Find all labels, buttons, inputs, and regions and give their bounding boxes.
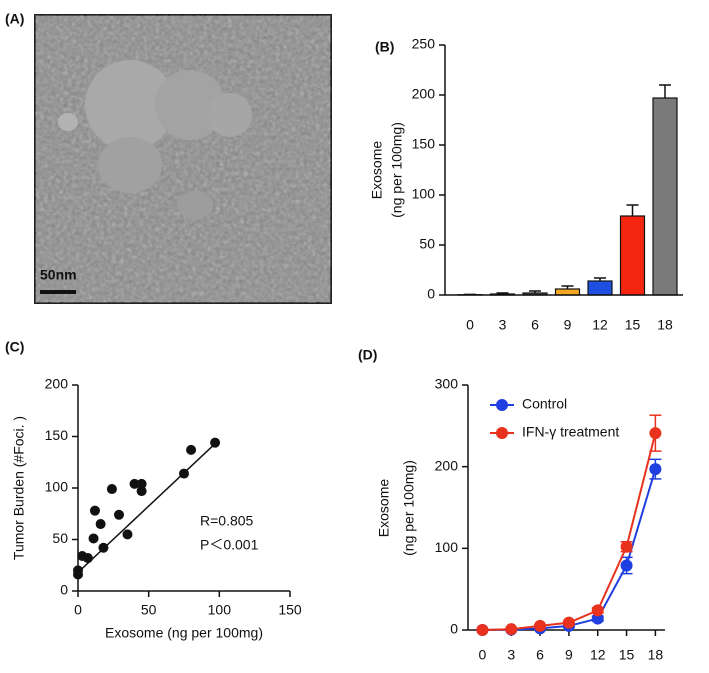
x-tick-label: 0: [466, 317, 474, 333]
x-tick-label: 3: [499, 317, 507, 333]
x-tick-label: 6: [536, 647, 544, 663]
x-tick-label: 12: [592, 317, 608, 333]
line: [482, 433, 655, 630]
x-tick-label: 18: [657, 317, 673, 333]
bar: [556, 289, 580, 295]
marker: [621, 559, 633, 571]
panel-label: (C): [5, 339, 24, 355]
x-tick-label: 12: [590, 647, 606, 663]
y-tick-label: 200: [45, 376, 69, 392]
marker: [649, 463, 661, 475]
point: [73, 565, 83, 575]
point: [90, 506, 100, 516]
point: [122, 529, 132, 539]
point: [83, 553, 93, 563]
x-tick-label: 150: [278, 602, 302, 618]
y-axis-label: (ng per 100mg): [389, 122, 405, 218]
y-tick-label: 150: [412, 136, 436, 152]
y-tick-label: 50: [52, 530, 68, 546]
x-tick-label: 100: [208, 602, 232, 618]
x-tick-label: 15: [619, 647, 635, 663]
annotation: P＜0.001: [200, 537, 259, 553]
marker: [649, 427, 661, 439]
y-tick-label: 100: [412, 186, 436, 202]
x-tick-label: 18: [648, 647, 664, 663]
y-tick-label: 0: [60, 582, 68, 598]
marker: [621, 541, 633, 553]
point: [98, 543, 108, 553]
y-tick-label: 150: [45, 427, 69, 443]
point: [114, 510, 124, 520]
marker: [505, 623, 517, 635]
panel-label: (B): [375, 39, 394, 55]
micrograph: [35, 15, 331, 303]
y-tick-label: 300: [435, 376, 459, 392]
y-tick-label: 100: [435, 539, 459, 555]
point: [210, 438, 220, 448]
bar: [588, 281, 612, 295]
x-tick-label: 9: [564, 317, 572, 333]
x-tick-label: 50: [141, 602, 157, 618]
y-tick-label: 200: [412, 86, 436, 102]
bar: [621, 216, 645, 295]
y-tick-label: 200: [435, 457, 459, 473]
y-tick-label: 50: [419, 236, 435, 252]
y-tick-label: 0: [450, 621, 458, 637]
marker: [563, 617, 575, 629]
marker: [534, 620, 546, 632]
panel-label: (D): [358, 347, 377, 363]
y-axis-label: (ng per 100mg): [401, 460, 417, 556]
x-tick-label: 15: [625, 317, 641, 333]
point: [107, 484, 117, 494]
point: [186, 445, 196, 455]
x-tick-label: 0: [74, 602, 82, 618]
point: [137, 479, 147, 489]
y-tick-label: 0: [427, 286, 435, 302]
y-axis-label: Exosome: [376, 479, 392, 538]
legend-marker: [496, 427, 508, 439]
y-axis-label: Tumor Burden (#Foci. ): [11, 416, 27, 560]
annotation: R=0.805: [200, 513, 254, 529]
y-tick-label: 100: [45, 479, 69, 495]
legend-label: IFN-γ treatment: [522, 424, 619, 440]
x-tick-label: 3: [507, 647, 515, 663]
point: [179, 469, 189, 479]
x-tick-label: 0: [479, 647, 487, 663]
x-axis-label: Exosome (ng per 100mg): [105, 625, 263, 641]
y-tick-label: 250: [412, 36, 436, 52]
marker: [592, 604, 604, 616]
scale-label: 50nm: [40, 267, 77, 283]
legend-marker: [496, 399, 508, 411]
panel-label: (A): [5, 11, 24, 27]
x-tick-label: 9: [565, 647, 573, 663]
bar: [653, 98, 677, 295]
y-axis-label: Exosome: [369, 141, 385, 200]
legend-label: Control: [522, 396, 567, 412]
x-tick-label: 6: [531, 317, 539, 333]
point: [96, 519, 106, 529]
point: [89, 533, 99, 543]
marker: [476, 624, 488, 636]
